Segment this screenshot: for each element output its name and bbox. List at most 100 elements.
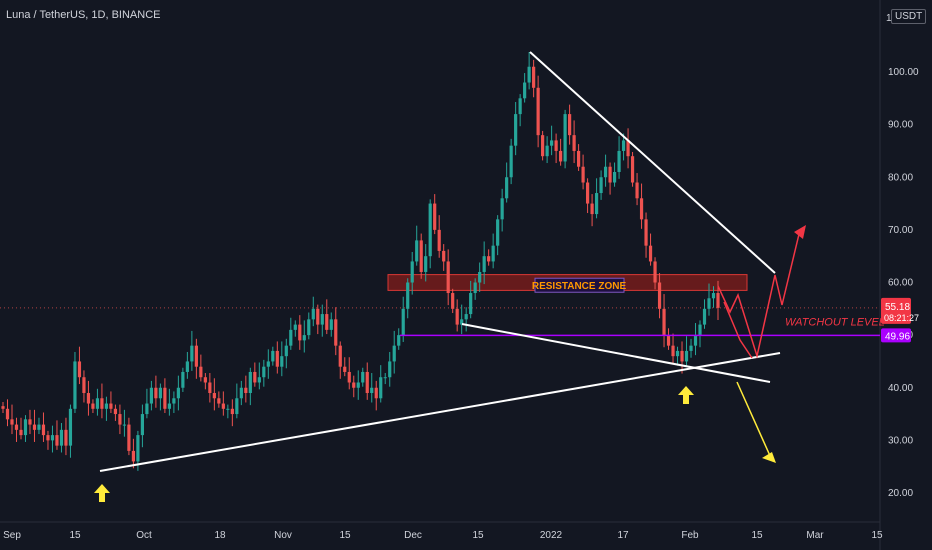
candle-body [208, 382, 212, 394]
x-tick-label: 15 [751, 530, 763, 541]
candle-body [199, 366, 203, 378]
candle-body [585, 182, 590, 204]
candle-body [91, 403, 95, 409]
ascending-trendline [99, 352, 781, 472]
candle-body [28, 419, 32, 425]
candle-body [253, 371, 257, 383]
candle-body [361, 371, 365, 383]
x-tick-label: 15 [339, 530, 351, 541]
candle-body [680, 350, 684, 362]
candle-body [684, 350, 689, 362]
candle-body [662, 308, 666, 336]
candle-body [113, 408, 118, 415]
candle-body [338, 345, 342, 367]
candle-body [131, 450, 136, 462]
currency-button[interactable]: USDT [891, 9, 927, 24]
resistance-label-box [534, 277, 625, 293]
candle-body [235, 398, 239, 415]
candle-body [316, 308, 320, 325]
candle-body [702, 308, 707, 325]
candle-body [401, 308, 405, 336]
candle-body [203, 377, 207, 383]
candle-body [284, 345, 288, 357]
bar-countdown: 08:21:27 [884, 313, 919, 323]
candle-body [482, 256, 486, 272]
candle-body [19, 429, 23, 436]
candle-body [612, 171, 617, 183]
candle-body [158, 387, 162, 399]
candle-body [325, 314, 329, 330]
candle-body [491, 245, 495, 262]
candle-body [617, 150, 621, 172]
candle-body [374, 387, 378, 399]
candle-body [347, 371, 351, 383]
candle-body [648, 245, 653, 262]
candle-body [388, 361, 392, 378]
candle-body [397, 335, 401, 346]
candle-body [280, 356, 284, 367]
candle-body [536, 87, 540, 136]
candle-body [621, 140, 626, 151]
feb-bottom-arrow-icon [678, 386, 694, 404]
x-tick-label: 17 [617, 530, 629, 541]
candle-body [370, 387, 374, 394]
candle-body [82, 377, 86, 394]
candle-body [590, 203, 594, 215]
candle-body [428, 203, 432, 257]
candle-body [365, 371, 369, 394]
candle-body [693, 335, 698, 346]
candle-body [716, 293, 720, 308]
candle-body [603, 166, 608, 178]
candle-body [442, 250, 446, 262]
candle-body [572, 135, 576, 151]
y-tick-label: 30.00 [888, 435, 913, 446]
candle-body [473, 282, 477, 294]
candle-body [509, 145, 513, 178]
bearish-arrowhead [762, 452, 776, 463]
bearish-projection-path [736, 381, 772, 459]
candle-body [568, 114, 572, 136]
candle-body [172, 398, 176, 404]
x-tick-label: Sep [3, 530, 21, 541]
candle-body [334, 319, 338, 346]
candle-body [671, 345, 675, 357]
x-tick-label: 15 [69, 530, 81, 541]
candle-body [518, 98, 522, 115]
candle-body [194, 345, 198, 367]
candle-body [10, 419, 14, 425]
level-value: 49.96 [885, 331, 910, 342]
candle-body [50, 435, 55, 441]
candle-body [221, 403, 225, 409]
candle-body [5, 408, 10, 420]
candle-body [68, 408, 73, 446]
candle-body [644, 219, 648, 246]
candle-body [41, 424, 46, 436]
candle-body [118, 414, 122, 425]
candle-body [505, 177, 509, 199]
x-tick-label: Dec [404, 530, 422, 541]
candle-body [154, 387, 158, 399]
candle-body [190, 345, 194, 362]
candle-body [356, 382, 360, 388]
candle-body [293, 324, 297, 330]
candle-body [230, 408, 234, 415]
candle-body [95, 398, 100, 409]
y-tick-label: 40.00 [888, 383, 913, 394]
candle-body [109, 403, 113, 409]
candle-body [478, 271, 482, 283]
candle-body [514, 114, 518, 146]
candle-body [329, 319, 333, 330]
candle-body [496, 219, 500, 246]
candle-body [666, 335, 671, 346]
candle-body [271, 350, 275, 362]
candle-body [289, 329, 293, 346]
candle-body [406, 282, 410, 309]
last-price-value: 55.18 [885, 302, 910, 313]
candle-body [266, 361, 270, 367]
candle-body [383, 377, 387, 379]
candle-body [262, 366, 266, 378]
candle-body [599, 177, 603, 194]
candle-body [311, 308, 315, 320]
y-tick-label: 20.00 [888, 488, 913, 499]
